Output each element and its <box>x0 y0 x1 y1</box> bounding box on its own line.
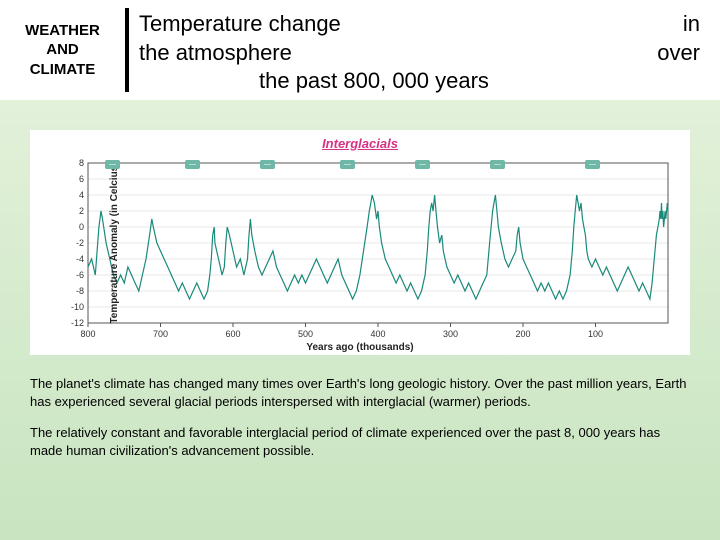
svg-text:-6: -6 <box>76 270 84 280</box>
svg-text:2: 2 <box>79 206 84 216</box>
svg-text:6: 6 <box>79 174 84 184</box>
body-text: The planet's climate has changed many ti… <box>0 375 720 459</box>
svg-text:600: 600 <box>225 329 240 339</box>
svg-text:-4: -4 <box>76 254 84 264</box>
section-label: WEATHER AND CLIMATE <box>0 0 125 100</box>
chart-svg: 8 6 4 2 0 -2 -4 -6 -8 -10 -12800 700 600 500 400 300 200… <box>38 138 678 348</box>
svg-text:-12: -12 <box>71 318 84 328</box>
svg-text:400: 400 <box>370 329 385 339</box>
interglacials-label: Interglacials <box>322 136 398 151</box>
title-segment: the atmosphere <box>139 39 292 68</box>
svg-text:700: 700 <box>153 329 168 339</box>
interglacial-marker: — <box>340 160 355 169</box>
slide-title: Temperature change in the atmosphere ove… <box>129 0 720 100</box>
svg-text:8: 8 <box>79 158 84 168</box>
svg-text:100: 100 <box>588 329 603 339</box>
x-axis-label: Years ago (thousands) <box>306 342 413 353</box>
header: WEATHER AND CLIMATE Temperature change i… <box>0 0 720 100</box>
title-segment: in <box>683 10 700 39</box>
svg-text:500: 500 <box>298 329 313 339</box>
y-axis-label: Temperature Anomaly (in Celcius) <box>109 162 120 323</box>
svg-text:-8: -8 <box>76 286 84 296</box>
temperature-chart: Interglacials Temperature Anomaly (in Ce… <box>30 130 690 355</box>
svg-text:300: 300 <box>443 329 458 339</box>
svg-text:200: 200 <box>515 329 530 339</box>
svg-text:4: 4 <box>79 190 84 200</box>
svg-text:-2: -2 <box>76 238 84 248</box>
section-label-line: WEATHER <box>25 21 100 41</box>
interglacial-marker: — <box>490 160 505 169</box>
paragraph: The relatively constant and favorable in… <box>30 424 690 459</box>
interglacial-marker: — <box>585 160 600 169</box>
title-segment: the past 800, 000 years <box>259 68 489 93</box>
title-segment: over <box>657 39 700 68</box>
svg-text:800: 800 <box>80 329 95 339</box>
interglacial-marker: — <box>415 160 430 169</box>
svg-text:0: 0 <box>79 222 84 232</box>
section-label-line: AND <box>46 40 79 60</box>
section-label-line: CLIMATE <box>30 60 96 80</box>
title-segment: Temperature change <box>139 10 341 39</box>
interglacial-marker: — <box>260 160 275 169</box>
svg-text:-10: -10 <box>71 302 84 312</box>
interglacial-marker: — <box>185 160 200 169</box>
interglacial-marker: — <box>105 160 120 169</box>
paragraph: The planet's climate has changed many ti… <box>30 375 690 410</box>
